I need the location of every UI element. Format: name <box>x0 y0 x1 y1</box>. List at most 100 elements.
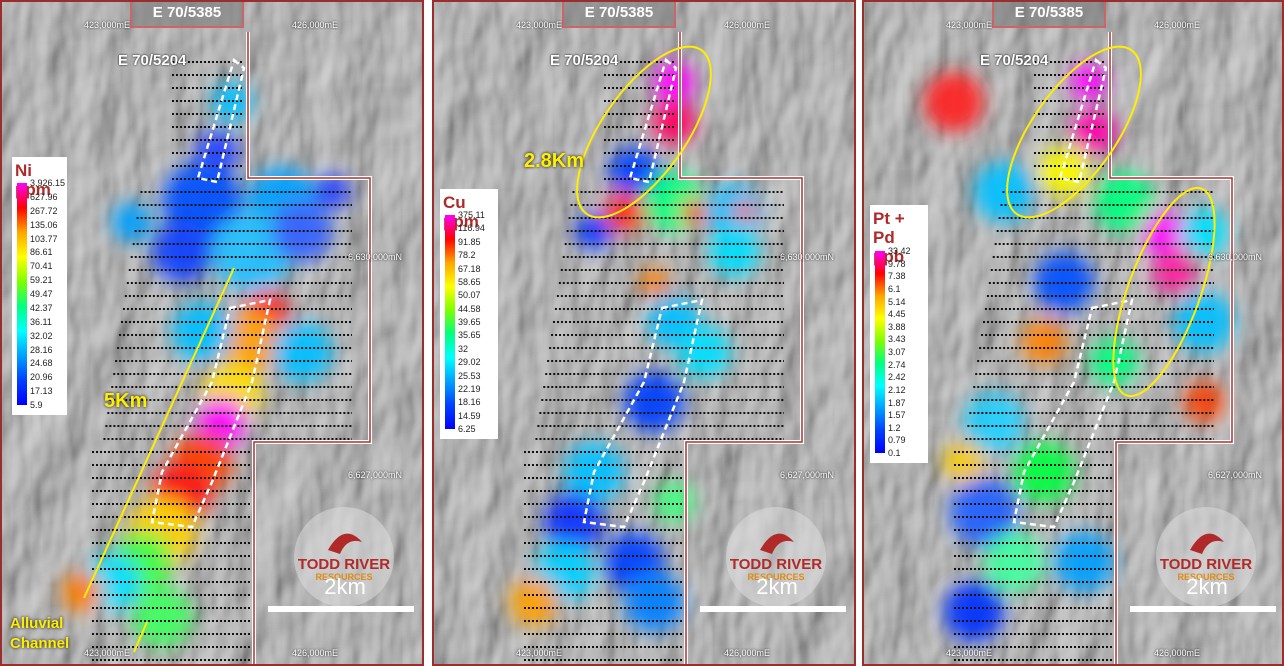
grid-label: 6,627,000mN <box>780 470 835 480</box>
grid-label: 426,000mE <box>724 648 771 658</box>
legend-label: 67.18 <box>458 263 481 274</box>
grid-label: 426,000mE <box>724 20 771 30</box>
legend-label: 14.59 <box>458 410 481 421</box>
grid-label: 6,627,000mN <box>1208 470 1263 480</box>
logo: TODD RIVER RESOURCES <box>284 557 404 582</box>
logo-sub: RESOURCES <box>1177 572 1235 582</box>
legend-label: 50.07 <box>458 290 481 301</box>
legend: Cu ppm 375.11 116.94 91.85 78.2 67.18 58.65 50.… <box>440 189 498 439</box>
legend-label: 35.65 <box>458 330 481 341</box>
logo: TODD RIVER RESOURCES <box>716 557 836 582</box>
legend-colorbar <box>445 215 455 429</box>
legend-label: 0.79 <box>888 435 906 446</box>
legend-label: 6.25 <box>458 424 476 434</box>
legend-label: 627.96 <box>30 191 58 202</box>
map-panel: E 70/5385 E 70/5204 423,000mE 426,000mE 423,… <box>432 0 856 666</box>
map-image <box>864 2 1282 664</box>
logo-sub: RESOURCES <box>315 572 373 582</box>
legend-label: 4.45 <box>888 309 906 320</box>
legend-label: 2.12 <box>888 384 906 395</box>
legend-label: 2.74 <box>888 359 906 370</box>
legend-label: 5.14 <box>888 296 906 307</box>
legend-label: 58.65 <box>458 276 481 287</box>
legend-colorbar <box>17 183 27 405</box>
tenement-label: E 70/5385 <box>130 2 244 28</box>
grid-label: 426,000mE <box>292 20 339 30</box>
legend-label: 86.61 <box>30 247 53 258</box>
map-image <box>2 2 422 664</box>
legend-label: 1.87 <box>888 397 906 408</box>
legend-label: 9.78 <box>888 258 906 269</box>
tenement-label: E 70/5204 <box>550 52 619 69</box>
legend-label: 33.42 <box>888 246 911 256</box>
legend-label: 91.85 <box>458 236 481 247</box>
legend-label: 116.94 <box>458 223 485 234</box>
grid-label: 423,000mE <box>946 648 993 658</box>
legend-label: 32.02 <box>30 330 53 341</box>
legend-label: 22.19 <box>458 383 481 394</box>
annotation: 2.8Km <box>524 150 585 172</box>
legend-label: 0.1 <box>888 448 901 458</box>
grid-label: 6,630,000mN <box>1208 252 1263 262</box>
legend-label: 28.16 <box>30 344 53 355</box>
legend-label: 375.11 <box>458 210 485 220</box>
legend-label: 32 <box>458 343 469 354</box>
legend-label: 1.57 <box>888 410 906 421</box>
legend-label: 267.72 <box>30 205 58 216</box>
grid-label: 423,000mE <box>516 20 563 30</box>
legend-label: 3.43 <box>888 334 906 345</box>
legend-label: 1.2 <box>888 422 901 433</box>
legend-label: 24.68 <box>30 358 53 369</box>
annotation: 5Km <box>104 390 148 412</box>
legend-label: 70.41 <box>30 261 53 272</box>
scale-bar <box>700 606 846 612</box>
legend-label: 20.96 <box>30 372 53 383</box>
legend-label: 2.42 <box>888 372 906 383</box>
legend-label: 78.2 <box>458 250 476 261</box>
grid-label: 423,000mE <box>84 648 131 658</box>
tenement-label: E 70/5385 <box>992 2 1106 28</box>
scale-bar <box>1130 606 1276 612</box>
logo-name: TODD RIVER <box>1159 556 1253 573</box>
legend-label: 59.21 <box>30 275 53 286</box>
scale-bar <box>268 606 414 612</box>
legend-label: 3,926.15 <box>30 178 66 188</box>
logo-sub: RESOURCES <box>747 572 805 582</box>
grid-label: 6,627,000mN <box>348 470 403 480</box>
legend-label: 103.77 <box>30 233 58 244</box>
legend-title: Pt + Pd ppb <box>873 209 905 266</box>
legend-label: 17.13 <box>30 386 53 397</box>
logo-name: TODD RIVER <box>297 556 391 573</box>
legend-label: 18.16 <box>458 397 481 408</box>
map-image <box>434 2 854 664</box>
legend-label: 3.88 <box>888 321 906 332</box>
legend: Ni ppm 3,926.15 627.96 267.72 135.06 103.77 86… <box>12 157 67 415</box>
legend: Pt + Pd ppb 33.42 9.78 7.38 6.1 5.14 4.45 3.88 3… <box>870 205 928 463</box>
grid-label: 6,630,000mN <box>348 252 403 262</box>
scale-label: 2km <box>324 574 366 599</box>
annotation: Alluvial Channel <box>10 615 70 652</box>
grid-label: 423,000mE <box>946 20 993 30</box>
legend-label: 3.07 <box>888 347 906 357</box>
scale-label: 2km <box>756 574 798 599</box>
map-panel: E 70/5385 E 70/5204 423,000mE 426,000mE 423,… <box>0 0 424 666</box>
legend-colorbar <box>875 251 885 453</box>
legend-label: 29.02 <box>458 357 481 368</box>
grid-label: 423,000mE <box>516 648 563 658</box>
legend-label: 135.06 <box>30 219 58 230</box>
legend-label: 5.9 <box>30 400 43 410</box>
legend-label: 49.47 <box>30 289 53 299</box>
legend-label: 44.58 <box>458 303 481 314</box>
tenement-label: E 70/5204 <box>118 52 187 69</box>
tenement-label: E 70/5204 <box>980 52 1049 69</box>
legend-label: 36.11 <box>30 316 52 327</box>
grid-label: 426,000mE <box>292 648 339 658</box>
logo: TODD RIVER RESOURCES <box>1146 557 1266 582</box>
legend-label: 6.1 <box>888 283 901 294</box>
grid-label: 423,000mE <box>84 20 131 30</box>
logo-name: TODD RIVER <box>729 556 823 573</box>
scale-label: 2km <box>1186 574 1228 599</box>
tenement-label: E 70/5385 <box>562 2 676 28</box>
grid-label: 426,000mE <box>1154 648 1201 658</box>
